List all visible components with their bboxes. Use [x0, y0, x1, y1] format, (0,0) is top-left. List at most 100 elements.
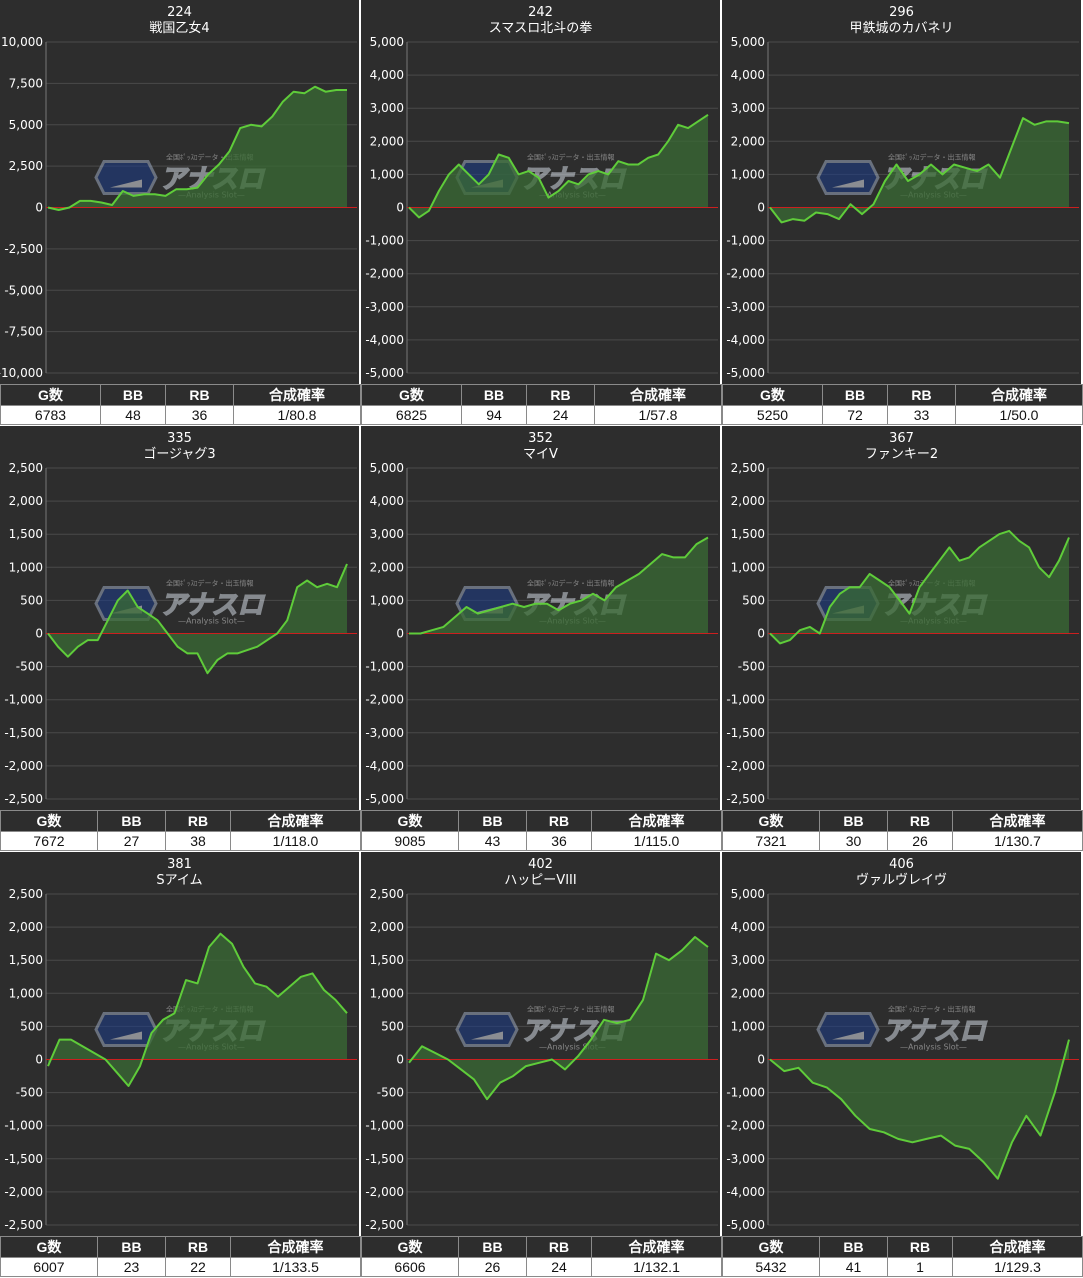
- y-tick-label: 3,000: [731, 101, 765, 115]
- stats-value-row: 5250 72 33 1/50.0: [722, 405, 1083, 425]
- stats-value-row: 7321 30 26 1/130.7: [722, 831, 1083, 851]
- stats-rb-value: 36: [165, 405, 234, 425]
- y-tick-label: 1,500: [731, 527, 765, 541]
- y-tick-label: -1,000: [726, 693, 765, 707]
- machine-name: ゴージャグ3: [143, 447, 216, 462]
- stats-header-cell: BB: [97, 810, 166, 832]
- stats-g-value: 7321: [722, 831, 820, 851]
- y-tick-label: 2,500: [9, 461, 43, 475]
- y-tick-label: 1,000: [370, 167, 404, 181]
- y-tick-label: 0: [757, 627, 765, 641]
- stats-table: G数 BB RB 合成確率 7321 30 26 1/130.7: [722, 810, 1083, 851]
- machine-panel: 381 Sアイム -2,500 -2,000 -1,500 -1,000 -500 0 500 1…: [0, 852, 361, 1277]
- stats-header-cell: 合成確率: [591, 1236, 722, 1258]
- y-tick-label: -2,000: [726, 267, 765, 281]
- payout-area: [48, 933, 347, 1086]
- stats-header-cell: 合成確率: [233, 384, 361, 406]
- y-tick-label: -2,000: [365, 1185, 404, 1199]
- y-tick-label: 3,000: [731, 953, 765, 967]
- payout-line: [769, 117, 1070, 224]
- stats-header-cell: BB: [458, 810, 527, 832]
- stats-header-row: G数 BB RB 合成確率: [361, 1236, 722, 1258]
- stats-header-cell: G数: [0, 810, 98, 832]
- y-tick-label: 4,000: [731, 68, 765, 82]
- y-tick-label: 0: [757, 201, 765, 215]
- stats-bb-value: 23: [97, 1257, 166, 1277]
- stats-header-cell: BB: [97, 1236, 166, 1258]
- y-tick-label: 2,000: [9, 494, 43, 508]
- machine-name: ファンキー2: [864, 447, 939, 462]
- y-tick-label: 1,000: [9, 560, 43, 574]
- payout-line: [408, 936, 709, 1101]
- machine-panel: 224 戦国乙女4 -10,000 -7,500 -5,000 -2,500 0 2,500 5…: [0, 0, 361, 425]
- stats-header-cell: BB: [822, 384, 888, 406]
- stats-header-cell: RB: [526, 384, 595, 406]
- y-tick-label: -2,000: [365, 693, 404, 707]
- machine-panel: 335 ゴージャグ3 -2,500 -2,000 -1,500 -1,000 -500 0 50…: [0, 426, 361, 851]
- stats-header-row: G数 BB RB 合成確率: [0, 810, 361, 832]
- stats-rb-value: 36: [526, 831, 592, 851]
- y-tick-label: 2,000: [731, 134, 765, 148]
- payout-chart: -2,500 -2,000 -1,500 -1,000 -500 0 500 1,000 1,5…: [726, 461, 1079, 806]
- payout-line: [769, 1039, 1070, 1180]
- payout-line: [769, 529, 1070, 645]
- watermark-brand: アナスロ: [160, 591, 265, 621]
- y-tick-label: 2,000: [9, 920, 43, 934]
- stats-header-cell: G数: [361, 384, 462, 406]
- y-tick-label: 5,000: [731, 887, 765, 901]
- watermark-small-text: 全国ﾎﾟｯｽﾛデータ・出玉情報: [527, 579, 615, 588]
- y-tick-label: -500: [738, 660, 765, 674]
- stats-header-cell: BB: [819, 1236, 888, 1258]
- stats-rb-value: 33: [887, 405, 956, 425]
- y-tick-label: 0: [35, 627, 43, 641]
- payout-chart: -5,000 -4,000 -3,000 -2,000 -1,000 0 1,000 2,00…: [726, 887, 1079, 1232]
- watermark-logo-icon: [832, 179, 864, 188]
- stats-header-cell: BB: [458, 1236, 527, 1258]
- watermark-small-text: 全国ﾎﾟｯｽﾛデータ・出玉情報: [527, 153, 615, 162]
- stats-header-cell: RB: [165, 1236, 231, 1258]
- y-tick-label: -4,000: [365, 333, 404, 347]
- stats-rb-value: 26: [887, 831, 953, 851]
- machine-number: 406: [889, 857, 914, 872]
- y-tick-label: -5,000: [4, 283, 43, 297]
- payout-area: [48, 564, 347, 674]
- y-tick-label: 2,000: [370, 560, 404, 574]
- stats-header-cell: G数: [722, 384, 823, 406]
- y-tick-label: 3,000: [370, 101, 404, 115]
- stats-rate-value: 1/133.5: [230, 1257, 361, 1277]
- y-tick-label: -4,000: [726, 333, 765, 347]
- y-tick-label: 3,000: [370, 527, 404, 541]
- stats-value-row: 7672 27 38 1/118.0: [0, 831, 361, 851]
- stats-g-value: 6825: [361, 405, 462, 425]
- y-tick-label: -3,000: [726, 300, 765, 314]
- payout-line: [408, 113, 709, 219]
- machine-number: 367: [889, 431, 914, 446]
- y-tick-label: -5,000: [726, 1218, 765, 1232]
- payout-chart: -2,500 -2,000 -1,500 -1,000 -500 0 500 1,000 1,5…: [4, 887, 357, 1232]
- watermark-sub-text: —Analysis Slot—: [178, 617, 245, 626]
- machine-panel: 406 ヴァルヴレイヴ -5,000 -4,000 -3,000 -2,000 -1,000…: [722, 852, 1083, 1277]
- machine-panel: 352 マイV -5,000 -4,000 -3,000 -2,000 -1,000 0 1,0…: [361, 426, 722, 851]
- y-tick-label: -3,000: [365, 726, 404, 740]
- stats-header-row: G数 BB RB 合成確率: [0, 1236, 361, 1258]
- stats-header-cell: BB: [100, 384, 166, 406]
- y-tick-label: 5,000: [731, 35, 765, 49]
- payout-chart: -10,000 -7,500 -5,000 -2,500 0 2,500 5,000 7,50…: [0, 35, 357, 380]
- stats-rate-value: 1/57.8: [594, 405, 722, 425]
- y-tick-label: 500: [20, 593, 43, 607]
- y-tick-label: -2,500: [4, 792, 43, 806]
- stats-header-cell: BB: [461, 384, 527, 406]
- watermark-small-text: 全国ﾎﾟｯｽﾛデータ・出玉情報: [888, 153, 976, 162]
- y-tick-label: 0: [757, 1053, 765, 1067]
- stats-bb-value: 43: [458, 831, 527, 851]
- y-tick-label: 1,000: [731, 1019, 765, 1033]
- payout-chart: -5,000 -4,000 -3,000 -2,000 -1,000 0 1,000 2,00…: [726, 35, 1079, 380]
- stats-table: G数 BB RB 合成確率 9085 43 36 1/115.0: [361, 810, 722, 851]
- payout-area: [409, 937, 708, 1100]
- watermark-logo-icon: [455, 1012, 519, 1047]
- watermark-small-text: 全国ﾎﾟｯｽﾛデータ・出玉情報: [166, 153, 254, 162]
- stats-header-cell: 合成確率: [230, 1236, 361, 1258]
